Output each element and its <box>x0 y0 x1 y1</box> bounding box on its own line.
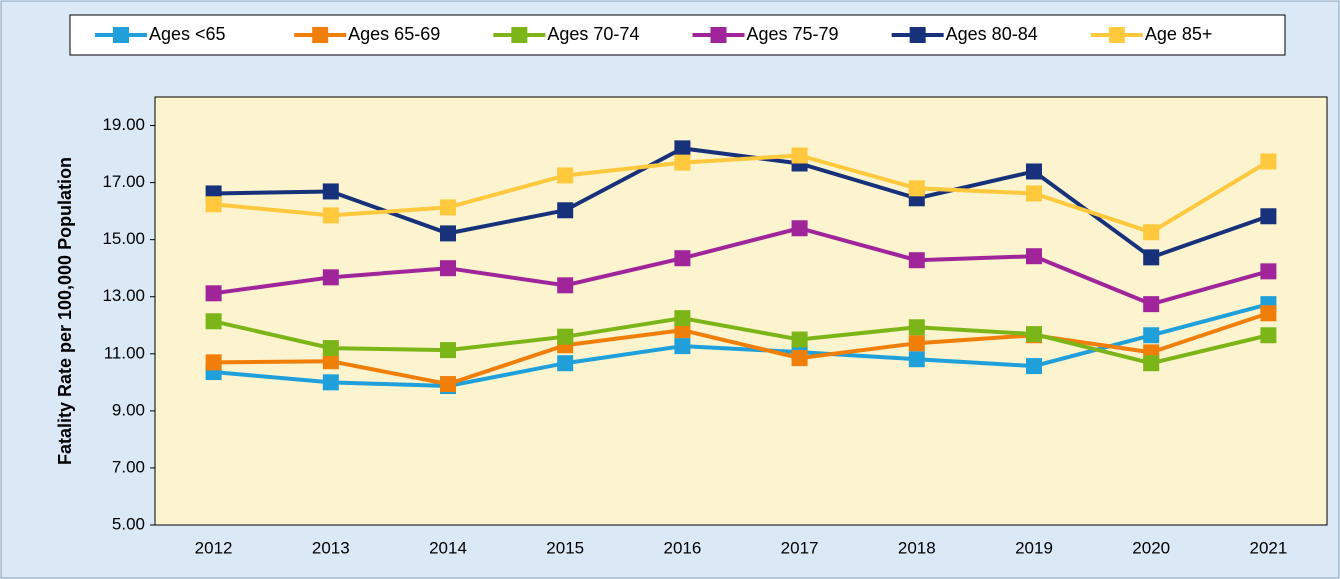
data-point <box>674 338 691 355</box>
data-point <box>1143 249 1160 266</box>
data-point <box>440 260 456 277</box>
data-point <box>1143 296 1160 313</box>
legend-label: Ages <65 <box>149 24 226 44</box>
x-tick-label: 2021 <box>1249 538 1287 557</box>
data-point <box>1026 326 1042 343</box>
legend-label: Age 85+ <box>1145 24 1213 44</box>
plot-area <box>154 96 1328 526</box>
data-point <box>557 167 574 184</box>
legend-box <box>69 14 1286 56</box>
legend-label: Ages 80-84 <box>946 24 1038 44</box>
y-tick-label: 9.00 <box>112 400 145 419</box>
data-point <box>205 313 222 330</box>
data-point <box>674 250 691 267</box>
series-line <box>213 316 1269 366</box>
legend-label: Ages 70-74 <box>547 24 639 44</box>
data-point <box>322 269 339 286</box>
data-point <box>1260 208 1277 225</box>
series-line <box>213 311 1270 387</box>
data-point <box>1260 263 1277 280</box>
x-tick-label: 2013 <box>312 538 350 557</box>
y-axis-title: Fatality Rate per 100,000 Population <box>55 157 75 465</box>
data-point <box>674 154 691 171</box>
data-point <box>440 199 456 216</box>
data-point <box>557 355 574 372</box>
data-point <box>791 220 808 237</box>
data-point <box>322 353 339 370</box>
data-point <box>557 328 574 345</box>
legend-marker <box>909 27 926 43</box>
data-point <box>1260 327 1277 344</box>
series-line <box>213 226 1269 307</box>
legend-label: Ages 75-79 <box>747 24 839 44</box>
data-point <box>322 183 339 200</box>
x-tick-label: 2014 <box>429 538 467 557</box>
x-tick-label: 2018 <box>898 538 936 557</box>
data-point <box>908 180 925 197</box>
data-point <box>908 351 925 368</box>
y-tick-label: 15.00 <box>102 229 145 248</box>
legend-marker <box>710 27 727 43</box>
x-tick-label: 2016 <box>663 538 701 557</box>
y-tick-label: 17.00 <box>102 172 145 191</box>
data-point <box>557 202 574 219</box>
x-tick-label: 2017 <box>781 538 819 557</box>
data-point <box>440 342 456 359</box>
data-point <box>557 277 574 294</box>
y-tick-label: 13.00 <box>102 286 145 305</box>
data-point <box>322 340 339 357</box>
data-point <box>908 335 925 352</box>
data-point <box>1026 248 1042 265</box>
data-point <box>205 196 222 213</box>
data-point <box>791 147 808 164</box>
x-tick-label: 2019 <box>1015 538 1053 557</box>
data-point <box>908 252 925 269</box>
x-tick-label: 2015 <box>546 538 584 557</box>
data-point <box>1143 355 1160 372</box>
y-tick-label: 11.00 <box>104 343 145 362</box>
data-point <box>440 376 456 393</box>
data-point <box>1143 327 1160 344</box>
y-tick-label: 5.00 <box>112 514 145 533</box>
legend-marker <box>511 27 528 43</box>
x-tick-label: 2020 <box>1132 538 1170 557</box>
legend-marker <box>1108 27 1125 43</box>
data-point <box>1143 224 1160 241</box>
x-tick-label: 2012 <box>195 538 233 557</box>
y-tick-label: 7.00 <box>112 457 145 476</box>
series-line <box>213 153 1270 235</box>
legend-marker <box>113 27 129 43</box>
data-point <box>440 225 456 242</box>
data-point <box>322 207 339 224</box>
data-point <box>791 350 808 367</box>
data-point <box>674 140 691 157</box>
data-point <box>1026 358 1042 375</box>
data-point <box>791 331 808 348</box>
data-point <box>908 319 925 336</box>
data-point <box>1026 185 1042 202</box>
data-point <box>1026 163 1042 180</box>
legend-marker <box>312 27 329 43</box>
legend-label: Ages 65-69 <box>348 24 440 44</box>
data-point <box>322 374 339 391</box>
data-point <box>205 354 222 371</box>
data-point <box>1260 153 1277 170</box>
y-tick-label: 19.00 <box>102 115 145 134</box>
data-point <box>1260 305 1277 322</box>
data-point <box>674 310 691 327</box>
data-point <box>205 285 222 302</box>
